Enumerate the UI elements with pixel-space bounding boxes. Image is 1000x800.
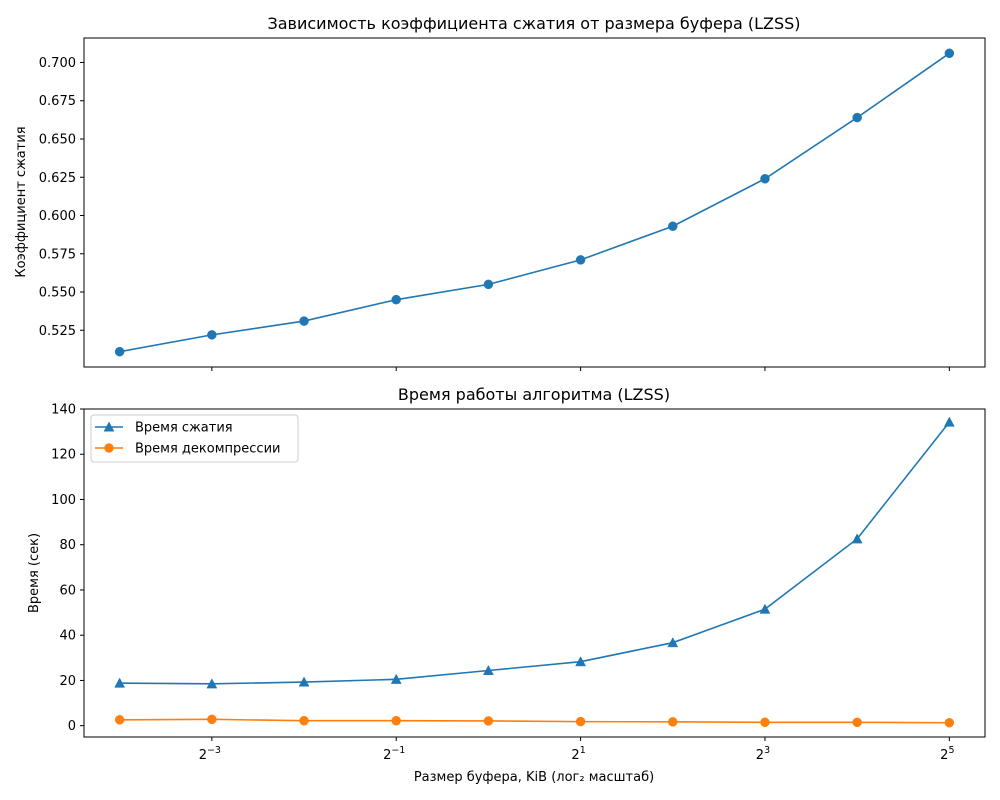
data-point [114, 715, 125, 725]
data-point [299, 715, 309, 726]
x-axis-label: Размер буфера, KiB (лог₂ масштаб) [414, 770, 654, 785]
legend-marker [103, 421, 115, 432]
y-tick-label: 0.525 [39, 324, 76, 339]
x-tick-label: 23 [756, 745, 770, 763]
y-tick-label: 40 [59, 629, 76, 644]
data-point [944, 48, 955, 59]
y-tick-label: 0.700 [39, 56, 76, 71]
y-axis-label: Время (сек) [27, 533, 42, 613]
chart-execution-time: Время работы алгоритма (LZSS) Время (сек… [27, 385, 986, 785]
legend-label: Время сжатия [135, 421, 233, 436]
data-point [299, 316, 309, 326]
x-tick-label: 2−3 [199, 745, 221, 763]
y-tick-label: 100 [51, 493, 76, 508]
y-tick-label: 20 [59, 674, 76, 689]
data-point [668, 717, 678, 727]
data-point [206, 678, 218, 689]
data-point [483, 716, 494, 726]
y-tick-label: 120 [51, 448, 76, 463]
y-tick-label: 80 [59, 538, 76, 553]
data-point [944, 717, 955, 728]
plot-area: 0 20 40 60 80 100 120 140 2−3 2−1 21 23 25 Время сжат… [51, 403, 986, 763]
series-line [119, 421, 950, 685]
y-tick-label: 0.575 [39, 247, 76, 262]
data-point [207, 330, 217, 340]
data-point [759, 603, 771, 614]
y-tick-label: 0.625 [39, 171, 76, 186]
y-tick-label: 0.600 [39, 209, 76, 224]
chart-compression-ratio: Зависимость коэффициента сжатия от разме… [14, 14, 986, 371]
y-tick-label: 60 [59, 583, 76, 598]
axes-frame [83, 408, 986, 738]
series-1 [114, 416, 955, 689]
data-point [207, 714, 217, 725]
y-tick-label: 0.650 [39, 132, 76, 147]
data-point [298, 676, 310, 687]
data-point [575, 255, 586, 265]
y-tick-label: 0.550 [39, 286, 76, 301]
y-tick-label: 0 [68, 719, 76, 734]
series-1 [114, 48, 955, 357]
data-point [575, 716, 586, 727]
legend: Время сжатия Время декомпрессии [90, 414, 299, 463]
series-line [119, 718, 950, 724]
legend-label: Время декомпрессии [135, 442, 280, 457]
legend-marker [104, 443, 114, 453]
legend-box [90, 414, 299, 463]
chart-title: Зависимость коэффициента сжатия от разме… [267, 14, 800, 33]
y-axis-label: Коэффициент сжатия [14, 126, 29, 277]
data-point [391, 294, 401, 305]
data-point [667, 637, 679, 648]
axes-frame [83, 37, 986, 368]
x-tick-label: 2−1 [383, 745, 405, 763]
y-tick-label: 140 [51, 403, 76, 418]
x-tick-label: 25 [940, 745, 954, 763]
data-point [851, 533, 863, 544]
data-point [391, 715, 401, 726]
series-2 [114, 714, 955, 728]
data-point [114, 677, 126, 688]
data-point [760, 717, 770, 728]
data-point [852, 112, 862, 123]
plot-area: 0.525 0.550 0.575 0.600 0.625 0.650 0.675 0.700 [39, 37, 986, 371]
data-point [390, 673, 402, 684]
data-point [852, 717, 862, 728]
data-point [668, 221, 678, 231]
data-point [943, 416, 955, 427]
series-line [119, 52, 950, 353]
data-point [575, 656, 587, 667]
y-tick-label: 0.675 [39, 94, 76, 109]
data-point [114, 346, 125, 357]
data-point [483, 279, 494, 290]
chart-title: Время работы алгоритма (LZSS) [398, 385, 670, 404]
x-tick-label: 21 [571, 745, 585, 763]
data-point [760, 174, 770, 184]
data-point [482, 664, 494, 675]
